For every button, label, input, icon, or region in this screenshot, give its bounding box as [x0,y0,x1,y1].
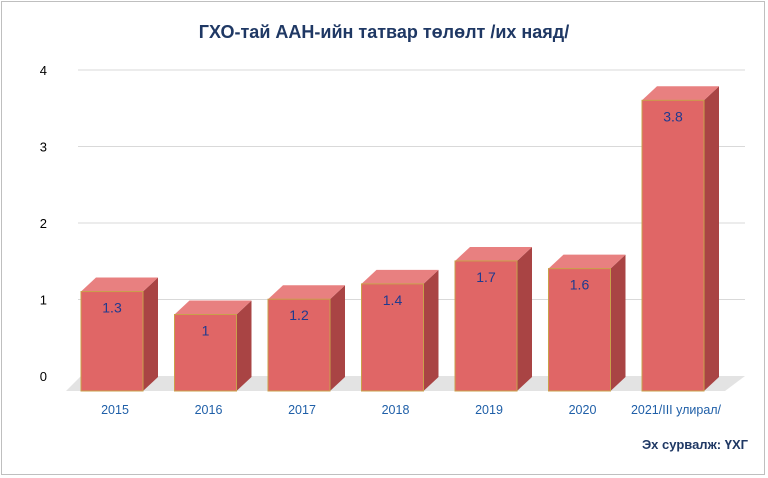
bar-side [610,254,626,391]
y-tick-label: 2 [40,216,47,231]
bar [267,285,345,392]
bar [548,254,626,392]
bar-top [642,86,719,101]
bar-front [548,268,611,392]
data-label: 1.4 [383,292,403,308]
bar-side [330,285,345,391]
data-label: 1.3 [102,300,122,316]
x-tick-label: 2017 [288,403,316,417]
x-tick-label: 2020 [569,403,597,417]
bar [641,86,719,392]
bar [174,300,252,392]
bar [454,246,532,392]
data-label: 1.6 [570,277,590,293]
bar-top [81,277,158,292]
x-tick-label: 2016 [195,403,223,417]
bar-side [704,86,719,392]
bar-top [361,269,439,284]
data-label: 1 [202,323,210,339]
bar-top [455,246,532,261]
bar-top [548,254,626,269]
bar-front [174,314,237,392]
bar-side [236,300,252,391]
y-tick-label: 1 [40,293,47,308]
x-tick-label: 2015 [101,403,129,417]
bar-side [423,269,439,391]
y-tick-label: 3 [40,140,47,155]
data-labels: 1.3 1 1.2 1.4 1.7 1.6 3.8 [102,108,683,338]
y-tick-label: 0 [40,369,47,384]
bar-front [454,260,518,392]
chart-title: ГХО-тай ААН-ийн татвар төлөлт /их наяд/ [198,22,570,42]
bar-top [268,285,345,300]
bar-front [80,291,144,392]
bar-front [361,283,424,392]
source-note: Эх сурвалж: ҮХГ [641,437,748,452]
x-tick-label: 2018 [382,403,410,417]
x-tick-label: 2019 [475,403,503,417]
bar-front [267,298,331,392]
bar-side [143,277,158,391]
y-axis: 0 1 2 3 4 [40,63,47,384]
bar-front [641,99,705,392]
bar-top [174,300,252,315]
data-label: 3.8 [663,108,683,124]
bar [361,269,439,392]
x-tick-label: 2021/III улирал/ [631,403,722,417]
data-label: 1.2 [289,307,309,323]
data-label: 1.7 [476,269,496,285]
y-tick-label: 4 [40,63,47,78]
x-axis: 2015 2016 2017 2018 2019 2020 2021/III улирал/ [101,403,721,417]
bar [80,277,158,392]
bar-side [517,246,532,391]
bars [80,86,719,392]
